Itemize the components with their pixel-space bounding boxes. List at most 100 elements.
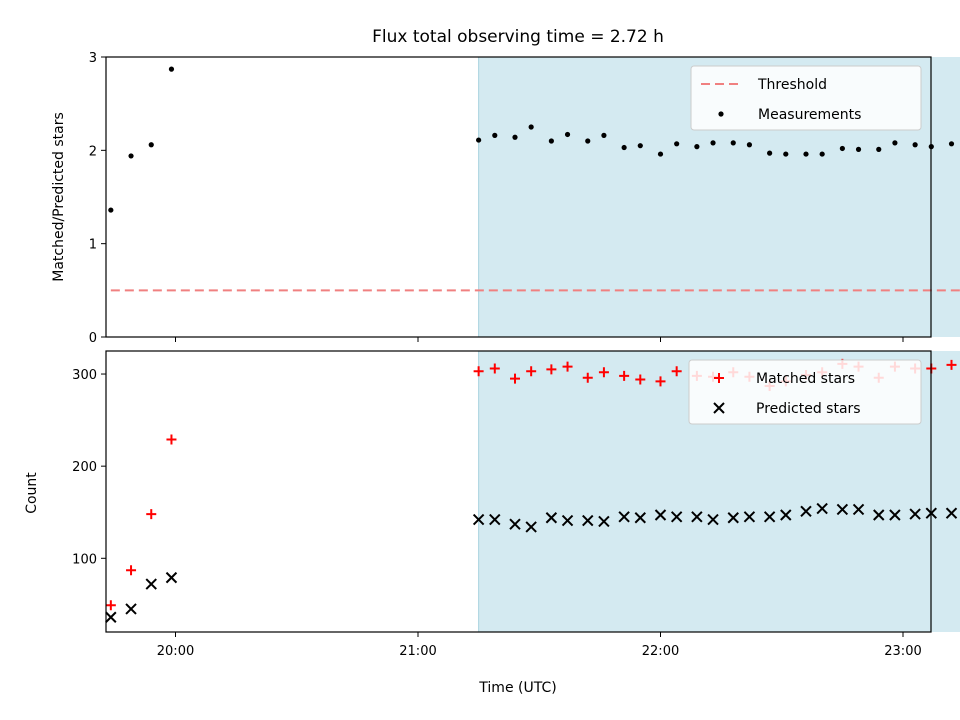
data-point bbox=[763, 511, 776, 523]
axes-frame bbox=[105, 56, 932, 338]
data-point bbox=[128, 153, 134, 159]
data-point bbox=[472, 513, 485, 526]
data-point bbox=[746, 142, 753, 148]
legend: Threshold Measurements bbox=[690, 65, 922, 131]
x-axis-label: Time (UTC) bbox=[478, 680, 556, 696]
data-point bbox=[691, 511, 703, 523]
y-axis-label: Matched/Predicted stars bbox=[51, 112, 67, 282]
data-point bbox=[165, 571, 178, 584]
data-point bbox=[476, 137, 482, 143]
data-point bbox=[909, 508, 921, 520]
bottom-panel: Count Time (UTC) 100 200 300 20:00 21:00 22:0… bbox=[24, 350, 960, 696]
data-point bbox=[526, 366, 537, 377]
x-tick-label: 22:00 bbox=[642, 644, 679, 659]
data-point bbox=[783, 151, 789, 157]
data-point bbox=[546, 364, 557, 375]
legend-box bbox=[688, 359, 922, 425]
data-point bbox=[598, 515, 610, 528]
data-point bbox=[145, 578, 157, 590]
x-tick-label: 21:00 bbox=[399, 644, 436, 659]
data-point bbox=[166, 434, 177, 445]
y-tick-label: 300 bbox=[72, 368, 97, 383]
data-point bbox=[730, 140, 736, 146]
data-point bbox=[727, 512, 739, 524]
data-point bbox=[582, 372, 593, 383]
data-point bbox=[819, 151, 825, 157]
data-point bbox=[548, 138, 554, 144]
data-point bbox=[601, 132, 607, 138]
y-tick-label: 100 bbox=[72, 552, 97, 567]
data-point bbox=[598, 367, 609, 378]
data-point bbox=[619, 370, 630, 381]
data-point bbox=[839, 145, 845, 152]
y-tick-label: 2 bbox=[89, 144, 97, 159]
data-point bbox=[489, 513, 501, 526]
data-point bbox=[912, 142, 918, 148]
data-point bbox=[780, 509, 792, 521]
legend-label: Matched stars bbox=[756, 371, 855, 387]
data-point bbox=[654, 509, 667, 521]
data-point bbox=[674, 141, 680, 147]
data-point bbox=[836, 503, 849, 516]
data-point bbox=[635, 374, 646, 385]
legend-marker bbox=[713, 402, 725, 414]
data-point bbox=[105, 611, 117, 623]
y-tick-label: 3 bbox=[89, 51, 97, 66]
data-point bbox=[585, 138, 591, 144]
data-point bbox=[852, 503, 865, 516]
data-point bbox=[873, 509, 885, 521]
data-point bbox=[876, 146, 882, 152]
y-tick-label: 1 bbox=[89, 238, 97, 253]
data-point bbox=[637, 143, 643, 149]
data-point bbox=[562, 361, 573, 372]
x-tick-label: 20:00 bbox=[157, 644, 194, 659]
data-point bbox=[545, 512, 558, 524]
y-tick-label: 0 bbox=[89, 331, 97, 346]
data-point bbox=[803, 151, 809, 157]
data-point bbox=[767, 150, 773, 156]
data-point bbox=[561, 514, 574, 527]
legend-marker bbox=[714, 373, 724, 383]
data-point bbox=[945, 507, 958, 519]
chart-title: Flux total observing time = 2.72 h bbox=[372, 27, 664, 47]
data-point bbox=[621, 144, 627, 151]
legend-box bbox=[690, 65, 922, 131]
data-point bbox=[657, 151, 664, 157]
data-point bbox=[492, 132, 498, 138]
legend-label: Threshold bbox=[757, 77, 827, 93]
data-point bbox=[655, 376, 666, 387]
data-point bbox=[710, 140, 716, 146]
legend-marker bbox=[718, 111, 724, 117]
data-point bbox=[525, 521, 537, 533]
data-point bbox=[948, 141, 955, 147]
data-point bbox=[800, 505, 812, 518]
legend-label: Predicted stars bbox=[756, 401, 861, 417]
data-point bbox=[564, 131, 571, 138]
data-point bbox=[582, 514, 594, 527]
data-point bbox=[148, 142, 154, 148]
data-point bbox=[509, 518, 521, 530]
data-point bbox=[473, 366, 484, 377]
data-point bbox=[510, 373, 520, 384]
series-measurements bbox=[108, 66, 955, 213]
data-point bbox=[512, 134, 518, 140]
data-point bbox=[125, 603, 137, 615]
data-point bbox=[946, 359, 957, 370]
data-point bbox=[694, 144, 700, 150]
legend: Matched stars Predicted stars bbox=[688, 359, 922, 425]
axes-frame bbox=[105, 350, 932, 633]
data-point bbox=[489, 363, 500, 374]
data-point bbox=[105, 600, 116, 611]
data-point bbox=[816, 502, 828, 515]
x-tick-label: 23:00 bbox=[884, 644, 921, 659]
data-point bbox=[108, 207, 114, 213]
y-tick-label: 200 bbox=[72, 460, 97, 475]
data-point bbox=[707, 513, 719, 526]
data-point bbox=[126, 565, 137, 576]
y-axis-label: Count bbox=[24, 472, 40, 514]
data-point bbox=[146, 509, 157, 520]
data-point bbox=[855, 146, 862, 152]
data-point bbox=[618, 511, 630, 523]
data-point bbox=[528, 124, 534, 130]
